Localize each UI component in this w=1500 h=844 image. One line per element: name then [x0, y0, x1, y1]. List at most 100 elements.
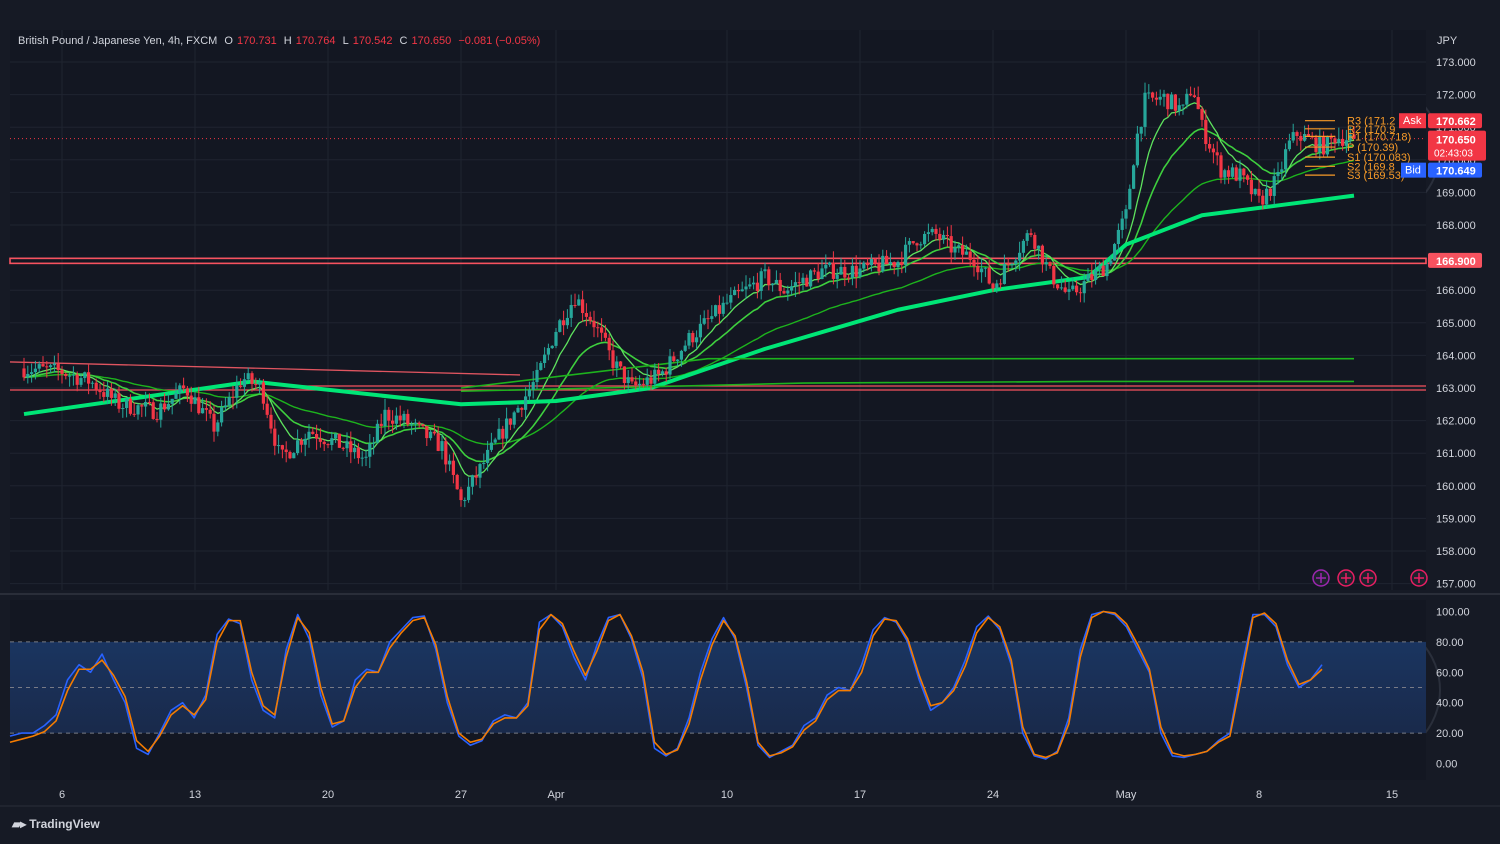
candle-body	[109, 388, 113, 398]
candle-body	[1249, 179, 1253, 195]
candle-body	[1287, 140, 1291, 150]
candle-body	[885, 255, 889, 265]
candle-body	[835, 274, 839, 279]
close-label: C	[399, 35, 408, 47]
candle-body	[1010, 264, 1014, 266]
candle-body	[653, 369, 657, 384]
candle-body	[489, 442, 493, 450]
candle-body	[1056, 284, 1060, 289]
low-value: 170.542	[352, 35, 393, 47]
candle-body	[410, 424, 414, 426]
candles	[22, 82, 1356, 508]
candle-body	[911, 241, 915, 244]
candle-body	[1295, 132, 1299, 136]
candle-body	[721, 302, 725, 314]
candle-body	[706, 318, 710, 320]
candle-body	[182, 385, 186, 389]
candle-body	[128, 398, 132, 414]
candle-body	[231, 397, 235, 399]
open-label: O	[224, 35, 233, 47]
candle-body	[1128, 188, 1132, 210]
candle-body	[976, 265, 980, 273]
horizontal-levels	[9, 138, 1427, 391]
moving-averages	[23, 102, 1355, 477]
candle-body	[356, 447, 360, 459]
candle-body	[603, 332, 607, 338]
symbol-header[interactable]: British Pound / Japanese Yen, 4h, FXCM O…	[18, 35, 544, 47]
bid-label: Bid	[1405, 165, 1421, 177]
candle-body	[1147, 92, 1151, 94]
candle-body	[691, 332, 695, 343]
candle-body	[877, 263, 881, 272]
candle-body	[220, 407, 224, 423]
candle-body	[626, 377, 630, 384]
candle-body	[1143, 92, 1147, 127]
currency-label[interactable]: JPY	[1437, 35, 1458, 47]
candle-body	[1185, 93, 1189, 105]
candle-body	[1333, 138, 1337, 144]
sma-line-2	[460, 357, 1354, 389]
candle-body	[1086, 274, 1090, 282]
candle-body	[683, 345, 687, 351]
candle-body	[1166, 93, 1170, 110]
candle-body	[1268, 188, 1272, 196]
ema-55-line	[23, 159, 1355, 445]
candle-body	[212, 413, 216, 432]
candle-body	[797, 282, 801, 284]
last-price-tag-bg	[1428, 130, 1486, 161]
candle-body	[782, 291, 786, 294]
candle-body	[820, 268, 824, 280]
candle-body	[505, 418, 509, 439]
price-tick-label: 160.000	[1436, 481, 1476, 493]
candle-body	[1318, 136, 1322, 153]
candle-body	[1223, 170, 1227, 178]
candle-body	[1253, 188, 1257, 195]
candle-body	[1246, 175, 1250, 180]
candle-body	[539, 363, 543, 370]
brand-name: TradingView	[29, 817, 100, 831]
candle-body	[999, 283, 1003, 285]
candle-body	[1306, 134, 1310, 137]
time-axis[interactable]: 6 13 20 27 Apr 10 17 24 May 8 15	[59, 789, 1398, 801]
pivot-label: R3 (171.2	[1347, 116, 1395, 128]
candle-body	[436, 433, 440, 451]
level-price-tag: 166.900	[1436, 256, 1476, 268]
candle-body	[983, 267, 987, 269]
candle-body	[1139, 126, 1143, 134]
candle-body	[353, 447, 357, 453]
candle-body	[201, 408, 205, 414]
candle-body	[372, 442, 376, 444]
candle-body	[645, 377, 649, 385]
candle-body	[406, 413, 410, 425]
candle-body	[991, 283, 995, 289]
candle-body	[858, 268, 862, 277]
event-icons[interactable]	[1312, 569, 1428, 587]
candle-body	[341, 447, 345, 449]
candle-body	[710, 316, 714, 319]
candle-body	[178, 385, 182, 394]
candle-body	[1352, 134, 1356, 139]
candle-body	[1314, 137, 1318, 153]
time-tick-label: 6	[59, 789, 65, 801]
candle-body	[79, 378, 83, 385]
candle-body	[957, 245, 961, 248]
candle-body	[839, 266, 843, 275]
candle-body	[455, 474, 459, 490]
candle-body	[269, 414, 273, 429]
time-tick-label: 20	[322, 789, 334, 801]
candle-body	[258, 382, 262, 385]
candle-body	[607, 337, 611, 351]
candle-body	[49, 365, 53, 368]
symbol-name[interactable]: British Pound / Japanese Yen, 4h, FXCM	[18, 35, 218, 47]
candle-body	[581, 299, 585, 314]
tradingview-brand[interactable]: ▰▸ TradingView	[12, 817, 100, 831]
bid-label-bg	[1401, 162, 1426, 178]
candle-body	[904, 244, 908, 265]
candle-body	[915, 243, 919, 246]
candle-body	[307, 431, 311, 439]
candle-body	[596, 327, 600, 329]
candle-body	[615, 361, 619, 368]
candle-body	[1196, 97, 1200, 110]
candle-body	[273, 428, 277, 446]
